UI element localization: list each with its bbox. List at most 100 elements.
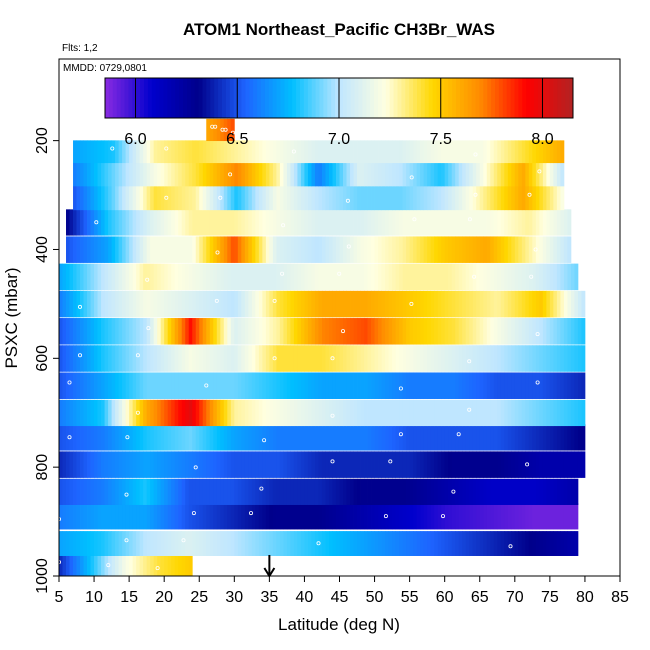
heatmap-cell (528, 372, 533, 399)
heatmap-cell (388, 185, 393, 211)
heatmap-cell (111, 372, 116, 399)
heatmap-cell (146, 236, 151, 263)
heatmap-cell (111, 209, 116, 236)
heatmap-cell (346, 399, 351, 427)
heatmap-cell (328, 424, 333, 451)
heatmap-cell (420, 503, 425, 530)
heatmap-cell (157, 554, 162, 577)
heatmap-cell (62, 263, 67, 291)
heatmap-cell (563, 236, 568, 263)
sample-point (340, 329, 345, 334)
heatmap-cell (90, 399, 95, 427)
heatmap-cell (318, 290, 323, 318)
heatmap-cell (511, 503, 516, 530)
heatmap-cell (227, 209, 232, 236)
heatmap-cell (395, 399, 400, 427)
heatmap-cell (153, 318, 158, 345)
heatmap-cell (153, 209, 158, 236)
heatmap-cell (118, 503, 123, 530)
heatmap-cell (307, 503, 312, 530)
heatmap-cell (427, 424, 432, 451)
heatmap-cell (276, 162, 281, 187)
heatmap-cell (244, 531, 249, 556)
heatmap-cell (350, 318, 354, 345)
heatmap-cell (335, 345, 340, 372)
heatmap-cell (413, 185, 418, 211)
heatmap-cell (388, 209, 393, 236)
heatmap-cell (129, 554, 134, 577)
heatmap-cell (101, 503, 105, 530)
heatmap-cell (335, 236, 340, 263)
heatmap-cell (104, 451, 109, 478)
heatmap-cell (213, 424, 218, 451)
heatmap-cell (357, 185, 361, 211)
heatmap-cell (188, 209, 193, 236)
heatmap-cell (188, 185, 193, 211)
heatmap-cell (339, 478, 344, 505)
heatmap-cell (286, 531, 291, 556)
heatmap-cell (574, 424, 579, 451)
heatmap-cell (272, 140, 277, 164)
heatmap-cell (507, 162, 512, 187)
heatmap-cell (378, 451, 382, 478)
heatmap-cell (160, 531, 165, 556)
heatmap-cell (563, 531, 568, 556)
heatmap-cell (230, 451, 235, 478)
heatmap-cell (314, 451, 319, 478)
y-tick-label: 200 (34, 127, 51, 154)
heatmap-cell (360, 478, 365, 505)
heatmap-cell (374, 531, 379, 556)
heatmap-cell (83, 451, 88, 478)
heatmap-cell (493, 140, 498, 164)
heatmap-cell (293, 209, 298, 236)
heatmap-cell (511, 290, 516, 318)
heatmap-cell (115, 531, 120, 556)
heatmap-cell (129, 503, 134, 530)
heatmap-cell (346, 318, 351, 345)
heatmap-cell (195, 399, 200, 427)
heatmap-cell (423, 162, 428, 187)
heatmap-cell (406, 236, 411, 263)
heatmap-cell (286, 209, 291, 236)
heatmap-cell (374, 290, 379, 318)
heatmap-cell (581, 345, 586, 372)
heatmap-cell (339, 236, 344, 263)
heatmap-cell (423, 209, 428, 236)
heatmap-cell (223, 162, 228, 187)
heatmap-cell (542, 503, 547, 530)
heatmap-cell (269, 290, 274, 318)
heatmap-cell (276, 531, 281, 556)
heatmap-cell (94, 531, 98, 556)
colorbar-segment (502, 78, 508, 118)
heatmap-cell (360, 451, 365, 478)
heatmap-cell (542, 140, 547, 164)
heatmap-cell (279, 372, 284, 399)
heatmap-cell (479, 185, 484, 211)
heatmap-cell (353, 185, 358, 211)
heatmap-cell (195, 162, 200, 187)
heatmap-cell (420, 531, 425, 556)
heatmap-cell (73, 554, 77, 577)
heatmap-cell (371, 372, 375, 399)
heatmap-cell (321, 478, 326, 505)
heatmap-cell (462, 290, 467, 318)
heatmap-cell (339, 209, 344, 236)
heatmap-cell (563, 478, 568, 505)
heatmap-cell (76, 399, 81, 427)
heatmap-cell (451, 503, 456, 530)
heatmap-cell (167, 424, 172, 451)
heatmap-cell (539, 424, 544, 451)
heatmap-cell (213, 140, 218, 164)
heatmap-cell (230, 118, 235, 142)
heatmap-cell (90, 451, 95, 478)
sample-point (106, 563, 111, 568)
heatmap-cell (66, 318, 70, 345)
heatmap-cell (469, 503, 474, 530)
heatmap-cell (357, 372, 361, 399)
heatmap-cell (97, 209, 102, 236)
heatmap-cell (371, 162, 375, 187)
heatmap-cell (73, 185, 77, 211)
heatmap-cell (420, 345, 425, 372)
sample-point (467, 359, 472, 364)
heatmap-cell (367, 399, 372, 427)
